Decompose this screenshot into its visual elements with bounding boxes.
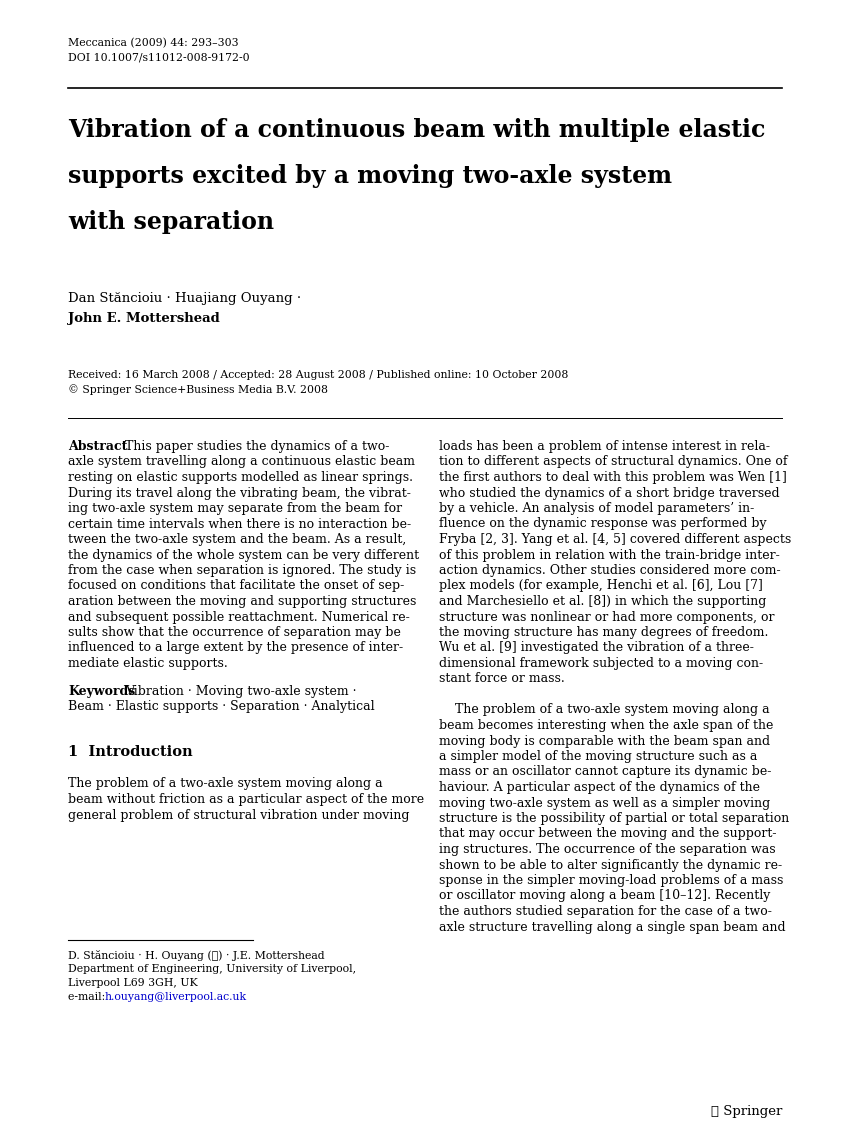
- Text: Vibration of a continuous beam with multiple elastic: Vibration of a continuous beam with mult…: [68, 118, 765, 142]
- Text: structure is the possibility of partial or total separation: structure is the possibility of partial …: [439, 813, 790, 825]
- Text: Wu et al. [9] investigated the vibration of a three-: Wu et al. [9] investigated the vibration…: [439, 642, 754, 654]
- Text: ④ Springer: ④ Springer: [711, 1105, 782, 1118]
- Text: axle structure travelling along a single span beam and: axle structure travelling along a single…: [439, 920, 785, 934]
- Text: or oscillator moving along a beam [10–12]. Recently: or oscillator moving along a beam [10–12…: [439, 889, 770, 903]
- Text: and subsequent possible reattachment. Numerical re-: and subsequent possible reattachment. Nu…: [68, 611, 410, 623]
- Text: stant force or mass.: stant force or mass.: [439, 673, 564, 685]
- Text: Received: 16 March 2008 / Accepted: 28 August 2008 / Published online: 10 Octobe: Received: 16 March 2008 / Accepted: 28 A…: [68, 370, 569, 380]
- Text: The problem of a two-axle system moving along a: The problem of a two-axle system moving …: [439, 704, 769, 716]
- Text: D. Stăncioiu · H. Ouyang (✉) · J.E. Mottershead: D. Stăncioiu · H. Ouyang (✉) · J.E. Mott…: [68, 950, 325, 961]
- Text: from the case when separation is ignored. The study is: from the case when separation is ignored…: [68, 564, 416, 576]
- Text: loads has been a problem of intense interest in rela-: loads has been a problem of intense inte…: [439, 440, 770, 453]
- Text: © Springer Science+Business Media B.V. 2008: © Springer Science+Business Media B.V. 2…: [68, 384, 328, 394]
- Text: of this problem in relation with the train-bridge inter-: of this problem in relation with the tra…: [439, 549, 779, 562]
- Text: general problem of structural vibration under moving: general problem of structural vibration …: [68, 808, 410, 822]
- Text: During its travel along the vibrating beam, the vibrat-: During its travel along the vibrating be…: [68, 487, 411, 500]
- Text: Vibration · Moving two-axle system ·: Vibration · Moving two-axle system ·: [125, 684, 356, 698]
- Text: moving two-axle system as well as a simpler moving: moving two-axle system as well as a simp…: [439, 796, 770, 809]
- Text: The problem of a two-axle system moving along a: The problem of a two-axle system moving …: [68, 777, 382, 791]
- Text: the dynamics of the whole system can be very different: the dynamics of the whole system can be …: [68, 549, 419, 562]
- Text: plex models (for example, Henchi et al. [6], Lou [7]: plex models (for example, Henchi et al. …: [439, 580, 763, 592]
- Text: influenced to a large extent by the presence of inter-: influenced to a large extent by the pres…: [68, 642, 403, 654]
- Text: Fryba [2, 3]. Yang et al. [4, 5] covered different aspects: Fryba [2, 3]. Yang et al. [4, 5] covered…: [439, 533, 791, 545]
- Text: beam becomes interesting when the axle span of the: beam becomes interesting when the axle s…: [439, 719, 774, 732]
- Text: ing structures. The occurrence of the separation was: ing structures. The occurrence of the se…: [439, 843, 775, 856]
- Text: with separation: with separation: [68, 210, 274, 234]
- Text: structure was nonlinear or had more components, or: structure was nonlinear or had more comp…: [439, 611, 774, 623]
- Text: that may occur between the moving and the support-: that may occur between the moving and th…: [439, 827, 777, 840]
- Text: moving body is comparable with the beam span and: moving body is comparable with the beam …: [439, 735, 770, 747]
- Text: tion to different aspects of structural dynamics. One of: tion to different aspects of structural …: [439, 455, 787, 469]
- Text: focused on conditions that facilitate the onset of sep-: focused on conditions that facilitate th…: [68, 580, 405, 592]
- Text: the moving structure has many degrees of freedom.: the moving structure has many degrees of…: [439, 626, 768, 639]
- Text: John E. Mottershead: John E. Mottershead: [68, 312, 220, 325]
- Text: Department of Engineering, University of Liverpool,: Department of Engineering, University of…: [68, 964, 356, 974]
- Text: Abstract: Abstract: [68, 440, 128, 453]
- Text: certain time intervals when there is no interaction be-: certain time intervals when there is no …: [68, 518, 411, 531]
- Text: dimensional framework subjected to a moving con-: dimensional framework subjected to a mov…: [439, 657, 763, 670]
- Text: Meccanica (2009) 44: 293–303: Meccanica (2009) 44: 293–303: [68, 38, 239, 48]
- Text: resting on elastic supports modelled as linear springs.: resting on elastic supports modelled as …: [68, 471, 413, 484]
- Text: DOI 10.1007/s11012-008-9172-0: DOI 10.1007/s11012-008-9172-0: [68, 52, 250, 62]
- Text: Liverpool L69 3GH, UK: Liverpool L69 3GH, UK: [68, 978, 198, 988]
- Text: tween the two-axle system and the beam. As a result,: tween the two-axle system and the beam. …: [68, 533, 406, 545]
- Text: a simpler model of the moving structure such as a: a simpler model of the moving structure …: [439, 749, 757, 763]
- Text: the authors studied separation for the case of a two-: the authors studied separation for the c…: [439, 905, 772, 918]
- Text: Beam · Elastic supports · Separation · Analytical: Beam · Elastic supports · Separation · A…: [68, 700, 375, 713]
- Text: axle system travelling along a continuous elastic beam: axle system travelling along a continuou…: [68, 455, 415, 469]
- Text: sults show that the occurrence of separation may be: sults show that the occurrence of separa…: [68, 626, 401, 639]
- Text: Keywords: Keywords: [68, 684, 135, 698]
- Text: the first authors to deal with this problem was Wen [1]: the first authors to deal with this prob…: [439, 471, 787, 484]
- Text: sponse in the simpler moving-load problems of a mass: sponse in the simpler moving-load proble…: [439, 874, 784, 887]
- Text: Dan Stăncioiu · Huajiang Ouyang ·: Dan Stăncioiu · Huajiang Ouyang ·: [68, 292, 301, 305]
- Text: This paper studies the dynamics of a two-: This paper studies the dynamics of a two…: [125, 440, 389, 453]
- Text: haviour. A particular aspect of the dynamics of the: haviour. A particular aspect of the dyna…: [439, 782, 760, 794]
- Text: shown to be able to alter significantly the dynamic re-: shown to be able to alter significantly …: [439, 858, 782, 871]
- Text: mediate elastic supports.: mediate elastic supports.: [68, 657, 228, 670]
- Text: 1  Introduction: 1 Introduction: [68, 746, 193, 760]
- Text: who studied the dynamics of a short bridge traversed: who studied the dynamics of a short brid…: [439, 487, 779, 500]
- Text: ing two-axle system may separate from the beam for: ing two-axle system may separate from th…: [68, 502, 402, 515]
- Text: mass or an oscillator cannot capture its dynamic be-: mass or an oscillator cannot capture its…: [439, 766, 772, 778]
- Text: aration between the moving and supporting structures: aration between the moving and supportin…: [68, 595, 416, 609]
- Text: e-mail:: e-mail:: [68, 992, 109, 1002]
- Text: by a vehicle. An analysis of model parameters’ in-: by a vehicle. An analysis of model param…: [439, 502, 754, 515]
- Text: supports excited by a moving two-axle system: supports excited by a moving two-axle sy…: [68, 164, 672, 188]
- Text: beam without friction as a particular aspect of the more: beam without friction as a particular as…: [68, 793, 424, 806]
- Text: fluence on the dynamic response was performed by: fluence on the dynamic response was perf…: [439, 518, 767, 531]
- Text: h.ouyang@liverpool.ac.uk: h.ouyang@liverpool.ac.uk: [105, 992, 247, 1002]
- Text: action dynamics. Other studies considered more com-: action dynamics. Other studies considere…: [439, 564, 780, 576]
- Text: and Marchesiello et al. [8]) in which the supporting: and Marchesiello et al. [8]) in which th…: [439, 595, 767, 609]
